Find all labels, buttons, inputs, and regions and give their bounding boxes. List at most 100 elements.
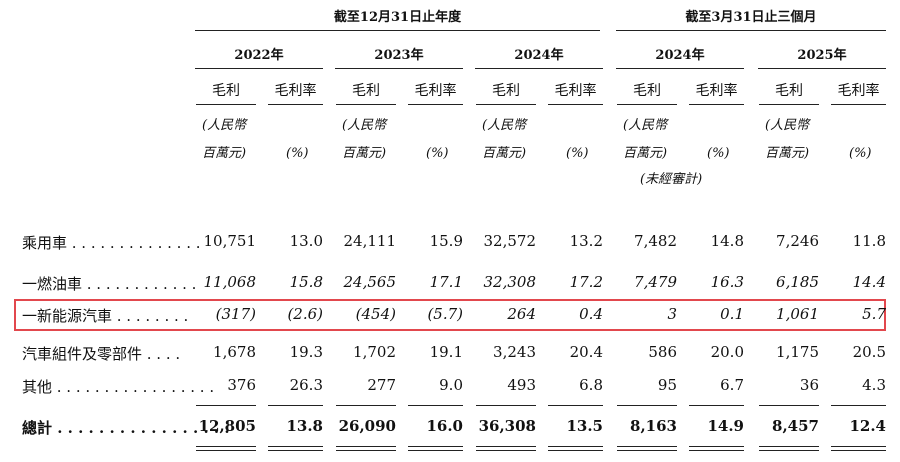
total-double-rule <box>759 446 819 451</box>
row-label-passenger-vehicles: 乘用車 . . . . . . . . . . . . . . <box>22 234 201 252</box>
total-top-rule <box>268 405 323 406</box>
col-rule <box>336 104 396 105</box>
year-rule <box>475 68 603 69</box>
cell-value: 0.1 <box>720 305 744 323</box>
cell-value: 6.7 <box>720 376 744 394</box>
cell-value: 32,572 <box>483 232 537 250</box>
total-double-rule <box>617 446 677 451</box>
total-double-rule <box>196 446 256 451</box>
col-header-gross-profit: 毛利 <box>212 83 240 99</box>
cell-value: 20.5 <box>852 343 886 361</box>
total-top-rule <box>759 405 819 406</box>
year-header: 2022年 <box>234 48 284 63</box>
unit-rmb: (人民幣 百萬元) <box>342 118 387 161</box>
cell-value: (2.6) <box>287 305 323 323</box>
unit-pct: (%) <box>566 146 589 161</box>
cell-value: 1,175 <box>776 343 819 361</box>
cell-value: 24,111 <box>343 232 397 250</box>
group-header-annual: 截至12月31日止年度 <box>333 10 462 25</box>
total-double-rule <box>689 446 744 451</box>
year-header: 2025年 <box>797 48 847 63</box>
cell-value: 5.7 <box>862 305 886 323</box>
row-label-new-energy-vehicles: 一新能源汽車 . . . . . . . . <box>22 307 189 325</box>
col-header-gross-margin: 毛利率 <box>695 83 738 99</box>
cell-value: 14.9 <box>707 417 744 435</box>
cell-value: 13.8 <box>286 417 323 435</box>
col-header-gross-profit: 毛利 <box>352 83 380 99</box>
cell-value: 12,805 <box>198 417 256 435</box>
col-rule <box>831 104 886 105</box>
total-double-rule <box>476 446 536 451</box>
row-label-others: 其他 . . . . . . . . . . . . . . . . . <box>22 378 215 396</box>
col-rule <box>759 104 819 105</box>
cell-value: 1,702 <box>353 343 396 361</box>
col-header-gross-margin: 毛利率 <box>274 83 317 99</box>
total-double-rule <box>831 446 886 451</box>
col-rule <box>476 104 536 105</box>
total-top-rule <box>689 405 744 406</box>
unit-pct: (%) <box>286 146 309 161</box>
total-top-rule <box>831 405 886 406</box>
col-rule <box>268 104 323 105</box>
cell-value: 9.0 <box>439 376 463 394</box>
cell-value: 1,061 <box>776 305 819 323</box>
year-rule <box>758 68 886 69</box>
year-rule <box>195 68 323 69</box>
cell-value: 1,678 <box>213 343 256 361</box>
col-rule <box>617 104 677 105</box>
row-label-auto-components: 汽車組件及零部件 . . . . <box>22 345 181 363</box>
cell-value: 264 <box>507 305 536 323</box>
col-header-gross-profit: 毛利 <box>775 83 803 99</box>
cell-value: 7,246 <box>776 232 819 250</box>
cell-value: (454) <box>355 305 396 323</box>
unit-pct: (%) <box>849 146 872 161</box>
cell-value: 12.4 <box>849 417 886 435</box>
total-double-rule <box>408 446 463 451</box>
cell-value: 16.0 <box>426 417 463 435</box>
cell-value: 15.9 <box>429 232 463 250</box>
unit-rmb: (人民幣 百萬元) <box>765 118 810 161</box>
total-top-rule <box>476 405 536 406</box>
total-top-rule <box>408 405 463 406</box>
cell-value: 36,308 <box>478 417 536 435</box>
cell-value: 26.3 <box>289 376 323 394</box>
cell-value: 14.4 <box>852 273 886 291</box>
col-header-gross-margin: 毛利率 <box>837 83 880 99</box>
cell-value: (5.7) <box>427 305 463 323</box>
col-header-gross-profit: 毛利 <box>633 83 661 99</box>
cell-value: 17.2 <box>569 273 603 291</box>
cell-value: 11.8 <box>852 232 886 250</box>
year-header: 2024年 <box>514 48 564 63</box>
cell-value: 15.8 <box>289 273 323 291</box>
group-header-quarter-rule <box>616 30 886 31</box>
cell-value: 19.1 <box>429 343 463 361</box>
col-header-gross-margin: 毛利率 <box>414 83 457 99</box>
cell-value: 10,751 <box>203 232 257 250</box>
cell-value: 32,308 <box>483 273 537 291</box>
col-header-gross-margin: 毛利率 <box>554 83 597 99</box>
total-top-rule <box>196 405 256 406</box>
cell-value: 376 <box>227 376 256 394</box>
cell-value: 14.8 <box>710 232 744 250</box>
year-header: 2024年 <box>655 48 705 63</box>
col-rule <box>689 104 744 105</box>
cell-value: 24,565 <box>343 273 397 291</box>
total-double-rule <box>268 446 323 451</box>
cell-value: 8,457 <box>772 417 819 435</box>
total-double-rule <box>548 446 603 451</box>
unit-unaudited: (未經審計) <box>640 172 703 187</box>
col-rule <box>196 104 256 105</box>
cell-value: 4.3 <box>862 376 886 394</box>
cell-value: 586 <box>648 343 677 361</box>
cell-value: 277 <box>367 376 396 394</box>
cell-value: 13.2 <box>569 232 603 250</box>
total-top-rule <box>617 405 677 406</box>
cell-value: 13.0 <box>289 232 323 250</box>
cell-value: 6.8 <box>579 376 603 394</box>
cell-value: 26,090 <box>338 417 396 435</box>
row-label-fuel-vehicles: 一燃油車 . . . . . . . . . . . . <box>22 275 197 293</box>
group-header-quarter: 截至3月31日止三個月 <box>685 10 817 25</box>
unit-rmb: (人民幣 百萬元) <box>482 118 527 161</box>
cell-value: 0.4 <box>579 305 603 323</box>
cell-value: 493 <box>507 376 536 394</box>
